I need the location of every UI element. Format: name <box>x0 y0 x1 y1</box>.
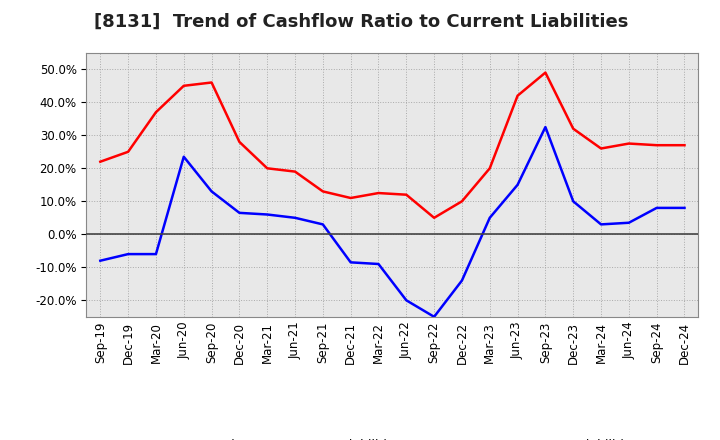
Operating CF to Current Liabilities <box>652 143 661 148</box>
Free CF to Current Liabilities <box>179 154 188 159</box>
Free CF to Current Liabilities <box>402 297 410 303</box>
Operating CF to Current Liabilities <box>318 189 327 194</box>
Operating CF to Current Liabilities <box>179 83 188 88</box>
Legend: Operating CF to Current Liabilities, Free CF to Current Liabilities: Operating CF to Current Liabilities, Fre… <box>142 434 643 440</box>
Free CF to Current Liabilities <box>374 261 383 267</box>
Free CF to Current Liabilities <box>597 222 606 227</box>
Free CF to Current Liabilities <box>541 125 550 130</box>
Operating CF to Current Liabilities <box>207 80 216 85</box>
Free CF to Current Liabilities <box>263 212 271 217</box>
Operating CF to Current Liabilities <box>346 195 355 201</box>
Free CF to Current Liabilities <box>124 251 132 257</box>
Operating CF to Current Liabilities <box>235 139 243 144</box>
Operating CF to Current Liabilities <box>152 110 161 115</box>
Operating CF to Current Liabilities <box>485 165 494 171</box>
Free CF to Current Liabilities <box>207 189 216 194</box>
Operating CF to Current Liabilities <box>541 70 550 75</box>
Operating CF to Current Liabilities <box>263 165 271 171</box>
Line: Operating CF to Current Liabilities: Operating CF to Current Liabilities <box>100 73 685 218</box>
Free CF to Current Liabilities <box>96 258 104 263</box>
Free CF to Current Liabilities <box>235 210 243 216</box>
Free CF to Current Liabilities <box>458 278 467 283</box>
Free CF to Current Liabilities <box>569 198 577 204</box>
Free CF to Current Liabilities <box>152 251 161 257</box>
Free CF to Current Liabilities <box>624 220 633 225</box>
Operating CF to Current Liabilities <box>374 191 383 196</box>
Operating CF to Current Liabilities <box>430 215 438 220</box>
Text: [8131]  Trend of Cashflow Ratio to Current Liabilities: [8131] Trend of Cashflow Ratio to Curren… <box>94 13 628 31</box>
Free CF to Current Liabilities <box>652 205 661 210</box>
Free CF to Current Liabilities <box>430 314 438 319</box>
Operating CF to Current Liabilities <box>402 192 410 197</box>
Operating CF to Current Liabilities <box>597 146 606 151</box>
Free CF to Current Liabilities <box>346 260 355 265</box>
Operating CF to Current Liabilities <box>96 159 104 164</box>
Operating CF to Current Liabilities <box>569 126 577 131</box>
Free CF to Current Liabilities <box>291 215 300 220</box>
Free CF to Current Liabilities <box>318 222 327 227</box>
Free CF to Current Liabilities <box>680 205 689 210</box>
Line: Free CF to Current Liabilities: Free CF to Current Liabilities <box>100 127 685 317</box>
Free CF to Current Liabilities <box>513 182 522 187</box>
Operating CF to Current Liabilities <box>680 143 689 148</box>
Operating CF to Current Liabilities <box>124 149 132 154</box>
Operating CF to Current Liabilities <box>624 141 633 146</box>
Operating CF to Current Liabilities <box>513 93 522 98</box>
Free CF to Current Liabilities <box>485 215 494 220</box>
Operating CF to Current Liabilities <box>291 169 300 174</box>
Operating CF to Current Liabilities <box>458 198 467 204</box>
